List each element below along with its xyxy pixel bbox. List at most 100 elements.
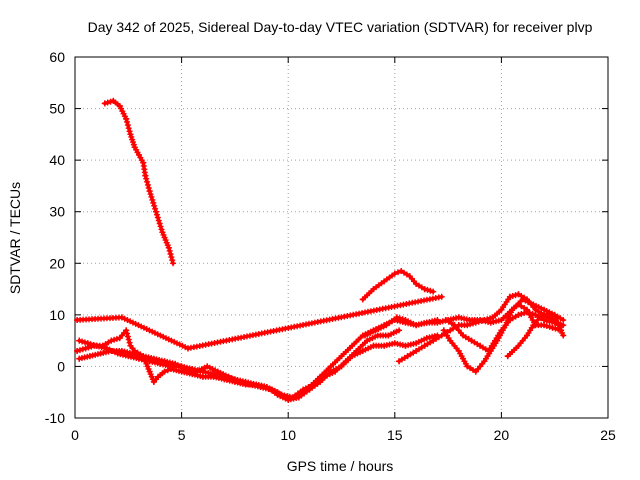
series-pass-j <box>442 309 567 354</box>
data-point <box>111 99 115 103</box>
data-point <box>186 346 190 350</box>
data-point <box>184 367 188 371</box>
series-pass-h <box>440 301 565 375</box>
data-point <box>452 323 457 327</box>
data-point <box>211 372 216 376</box>
data-point <box>120 349 124 353</box>
data-point <box>128 132 133 136</box>
data-point <box>457 323 461 327</box>
data-point <box>516 292 521 296</box>
data-point <box>550 326 555 330</box>
data-point <box>393 341 397 345</box>
data-point <box>160 230 165 234</box>
data-point <box>152 357 156 361</box>
marker-plus <box>154 214 161 221</box>
data-point <box>448 339 452 343</box>
data-point <box>403 344 408 348</box>
data-point <box>75 349 79 353</box>
data-point <box>516 313 521 317</box>
data-point <box>440 295 444 299</box>
x-tick-label: 15 <box>387 427 403 443</box>
marker-plus <box>150 199 157 206</box>
data-point <box>561 318 565 322</box>
marker-plus <box>168 337 175 344</box>
marker-plus <box>144 181 151 188</box>
data-point <box>516 302 521 307</box>
y-tick-label: 60 <box>49 49 65 65</box>
data-point <box>487 349 491 353</box>
marker-plus <box>155 217 162 224</box>
data-point <box>533 308 538 312</box>
marker-plus <box>156 220 163 227</box>
data-point <box>371 287 376 291</box>
y-tick-label: 30 <box>49 204 65 220</box>
x-tick-label: 20 <box>494 427 510 443</box>
data-point <box>382 279 386 283</box>
data-point <box>474 320 478 325</box>
data-point <box>397 328 401 332</box>
data-point <box>431 339 435 343</box>
series-pass-a <box>101 97 177 267</box>
data-point <box>499 318 503 322</box>
data-point <box>361 349 365 353</box>
data-point <box>84 346 88 350</box>
data-point <box>405 354 410 358</box>
data-point <box>499 328 503 332</box>
data-point <box>133 145 137 149</box>
data-point <box>248 382 252 387</box>
y-tick-label: -10 <box>45 410 65 426</box>
data-point <box>130 351 135 356</box>
marker-plus <box>394 269 401 276</box>
marker-plus <box>167 251 174 258</box>
y-axis-label: SDTVAR / TECUs <box>7 182 23 294</box>
data-point <box>162 359 167 363</box>
series-pass-b <box>74 327 441 403</box>
data-point <box>546 313 550 317</box>
data-point <box>506 354 510 358</box>
data-point <box>190 372 194 376</box>
data-point <box>258 385 263 389</box>
marker-plus <box>151 202 158 209</box>
data-point <box>171 261 175 265</box>
data-point <box>374 328 378 332</box>
data-point <box>457 349 461 353</box>
data-point <box>77 357 81 361</box>
data-point <box>461 333 465 338</box>
data-point <box>440 333 444 338</box>
data-point <box>553 315 557 320</box>
marker-plus <box>146 327 153 334</box>
marker-plus <box>132 320 139 327</box>
data-point <box>75 318 79 322</box>
marker-plus <box>548 313 555 320</box>
marker-plus <box>157 223 164 230</box>
data-point <box>397 359 401 363</box>
data-point <box>525 333 529 338</box>
x-tick-label: 5 <box>178 427 186 443</box>
marker-plus <box>127 318 134 325</box>
data-point <box>499 308 503 312</box>
marker-plus <box>176 341 183 348</box>
data-point <box>491 315 495 320</box>
data-point <box>344 359 348 363</box>
data-point <box>474 369 478 374</box>
data-point <box>553 320 557 325</box>
series-pass-c <box>76 317 441 403</box>
data-point <box>143 174 147 178</box>
data-point <box>350 344 354 348</box>
data-point <box>154 210 158 214</box>
data-point <box>148 369 152 374</box>
data-point <box>137 357 141 361</box>
data-point <box>124 117 128 121</box>
marker-plus <box>149 196 156 203</box>
data-point <box>533 313 538 317</box>
series-pass-d <box>76 327 403 401</box>
chart-title: Day 342 of 2025, Sidereal Day-to-day VTE… <box>88 19 593 35</box>
marker-plus <box>148 193 155 200</box>
data-point <box>431 290 435 294</box>
data-point <box>386 333 391 338</box>
data-point <box>525 297 529 301</box>
data-point <box>205 364 209 369</box>
data-point <box>77 339 81 343</box>
data-point <box>425 320 429 325</box>
